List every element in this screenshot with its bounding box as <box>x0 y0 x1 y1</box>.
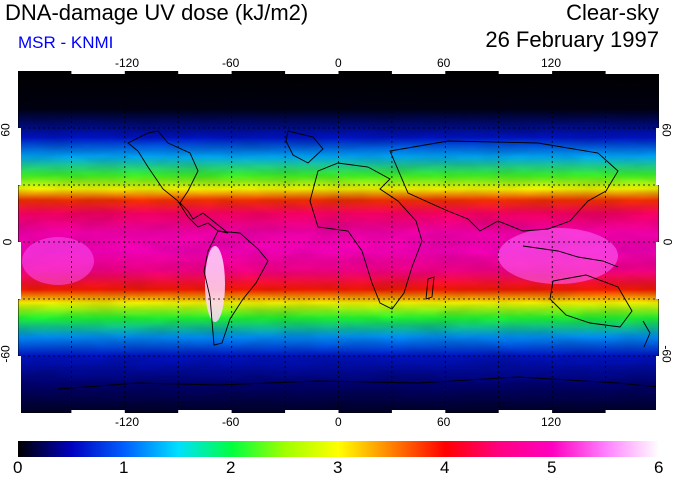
colorbar-tick-1: 1 <box>119 458 129 477</box>
lat-tick-right-3: -60 <box>659 345 674 363</box>
lon-tick-top-4: 60 <box>437 56 451 70</box>
lon-tick-top-5: 120 <box>541 56 562 70</box>
sky-condition-label: Clear-sky <box>566 0 659 25</box>
australia-coast <box>549 274 633 328</box>
credit-label: MSR - KNMI <box>18 33 114 52</box>
colorbar-tick-4: 4 <box>440 458 450 477</box>
north-america-coast <box>127 130 229 234</box>
graticule <box>18 71 659 413</box>
lat-tick-left-2: 0 <box>0 238 15 246</box>
colorbar-gradient <box>18 441 659 457</box>
asia-coast <box>389 140 619 232</box>
lon-tick-bottom-3: 0 <box>335 415 342 429</box>
lon-tick-top-2: -60 <box>222 56 240 70</box>
indonesia-high-dose-region <box>498 228 618 284</box>
lon-tick-top-3: 0 <box>335 56 342 70</box>
south-america-coast <box>203 230 269 346</box>
new-zealand-coast <box>642 320 651 348</box>
map-frame <box>18 71 659 413</box>
colorbar-tick-2: 2 <box>226 458 236 477</box>
colorbar-tick-3: 3 <box>333 458 343 477</box>
europe-africa-coast <box>309 162 423 310</box>
colorbar <box>18 441 659 457</box>
lon-tick-bottom-1: -120 <box>115 415 140 429</box>
antarctica-coast <box>57 376 659 390</box>
greenland-coast <box>285 130 324 164</box>
lat-tick-left-1: 60 <box>0 123 13 137</box>
date-label: 26 February 1997 <box>485 27 659 52</box>
colorbar-tick-5: 5 <box>547 458 557 477</box>
madagascar-coast <box>425 276 435 300</box>
lon-tick-bottom-2: -60 <box>222 415 240 429</box>
colorbar-tick-0: 0 <box>13 458 23 477</box>
andes-high-dose-region <box>205 246 225 322</box>
lon-tick-bottom-5: 120 <box>541 415 562 429</box>
coastlines <box>57 130 659 390</box>
lat-tick-left-3: -60 <box>0 345 13 363</box>
lon-tick-bottom-4: 60 <box>437 415 451 429</box>
uv-dose-map <box>18 71 659 413</box>
south-pacific-high-dose-region <box>22 237 94 285</box>
indonesia-coast <box>522 245 619 268</box>
lon-tick-top-1: -120 <box>115 56 140 70</box>
colorbar-tick-6: 6 <box>654 458 664 477</box>
map-title: DNA-damage UV dose (kJ/m2) <box>5 0 309 25</box>
lat-tick-right-1: 60 <box>659 123 674 137</box>
lat-tick-right-2: 0 <box>660 238 675 246</box>
